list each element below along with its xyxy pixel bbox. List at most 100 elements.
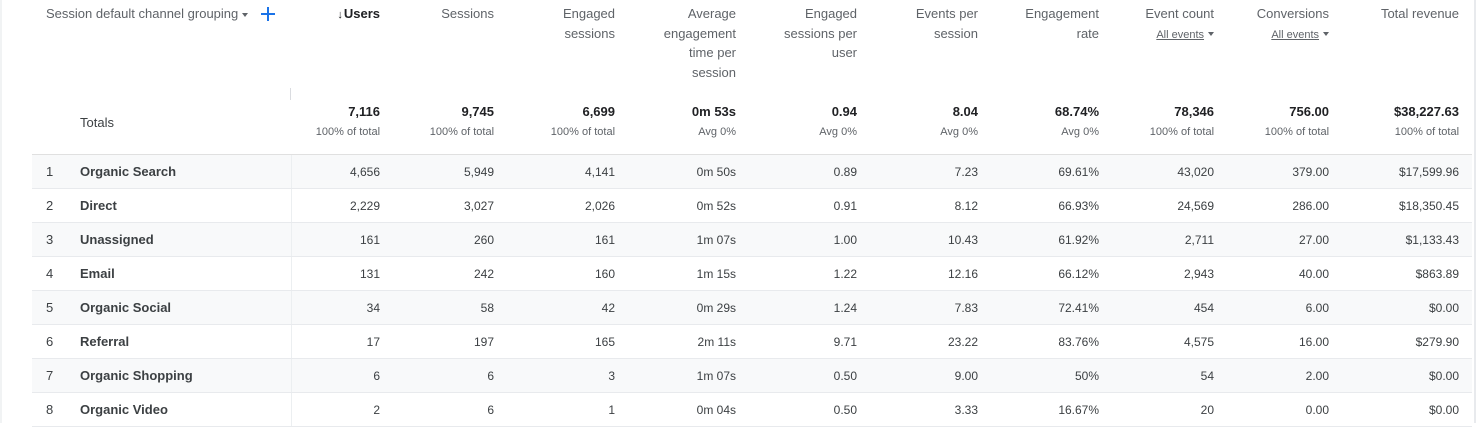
column-header-text: Events per <box>874 4 978 24</box>
metric-cell: 0.91 <box>749 188 871 223</box>
metric-cell: 43,020 <box>1112 154 1228 189</box>
metric-cell: 5,949 <box>393 154 508 189</box>
totals-cell: 8.04 Avg 0% <box>870 90 992 155</box>
table-row[interactable]: 8 Organic Video 2 6 1 0m 04s 0.50 3.33 16.67% 20 0… <box>32 392 1473 427</box>
metric-cell: 24,569 <box>1112 188 1228 223</box>
metric-filter-dropdown[interactable]: All events <box>1116 24 1215 46</box>
table-row[interactable]: 1 Organic Search 4,656 5,949 4,141 0m 50s 0.89… <box>32 154 1473 189</box>
metric-cell: 0.50 <box>749 358 871 393</box>
report-table: Session default channel grouping ↓Users S… <box>32 0 1473 427</box>
column-header-6[interactable]: Engagement rate <box>991 0 1112 90</box>
totals-value: 0.94 <box>831 104 858 119</box>
metric-cell: 0.00 <box>1227 392 1343 427</box>
column-header-line: engagement <box>663 25 737 41</box>
metric-cell: 2m 11s <box>628 324 750 359</box>
metric-cell: 161 <box>291 222 394 257</box>
row-index: 4 <box>32 256 66 291</box>
channel-name-cell[interactable]: Email <box>66 256 292 291</box>
metric-filter-label: All events <box>1271 28 1320 41</box>
metric-filter-dropdown[interactable]: All events <box>1231 24 1330 46</box>
table-row[interactable]: 5 Organic Social 34 58 42 0m 29s 1.24 7.83 72.41… <box>32 290 1473 325</box>
metric-cell: $17,599.96 <box>1342 154 1473 189</box>
totals-cell: 78,346 100% of total <box>1112 90 1228 155</box>
metric-cell: 165 <box>507 324 629 359</box>
totals-cell: 0m 53s Avg 0% <box>628 90 750 155</box>
totals-percent-of-total: 100% of total <box>1394 126 1460 138</box>
column-header-text: Engagement <box>995 4 1099 24</box>
column-header-1[interactable]: Sessions <box>393 0 507 90</box>
column-header-line: session <box>933 25 979 41</box>
table-row[interactable]: 4 Email 131 242 160 1m 15s 1.22 12.16 66.12% 2,94… <box>32 256 1473 291</box>
metric-cell: 6 <box>393 392 508 427</box>
metric-cell: 72.41% <box>991 290 1113 325</box>
channel-name-cell[interactable]: Organic Search <box>66 154 292 189</box>
plus-icon[interactable] <box>260 6 276 22</box>
metric-cell: 0m 04s <box>628 392 750 427</box>
channel-name-cell[interactable]: Referral <box>66 324 292 359</box>
metric-cell: 2.00 <box>1227 358 1343 393</box>
right-scroll-edge <box>1474 0 1476 423</box>
column-header-line: Average <box>687 6 737 21</box>
metric-cell: 16.67% <box>991 392 1113 427</box>
column-header-text: Sessions <box>397 4 494 24</box>
channel-name-cell[interactable]: Organic Social <box>66 290 292 325</box>
table-row[interactable]: 7 Organic Shopping 6 6 3 1m 07s 0.50 9.00 50% 54 2… <box>32 358 1473 393</box>
metric-cell: 1.24 <box>749 290 871 325</box>
metric-cell: 16.00 <box>1227 324 1343 359</box>
metric-cell: 0m 52s <box>628 188 750 223</box>
column-header-3[interactable]: Average engagement time per session <box>628 0 749 90</box>
metric-cell: 1m 07s <box>628 358 750 393</box>
sort-descending-icon: ↓ <box>337 9 343 21</box>
metric-cell: $863.89 <box>1342 256 1473 291</box>
totals-cell: 6,699 100% of total <box>507 90 629 155</box>
column-header-5[interactable]: Events per session <box>870 0 991 90</box>
metric-cell: 4,141 <box>507 154 629 189</box>
column-header-0[interactable]: ↓Users <box>291 0 393 90</box>
metric-cell: 242 <box>393 256 508 291</box>
metric-cell: 2,026 <box>507 188 629 223</box>
column-header-line: Events per <box>915 6 979 21</box>
column-header-text: rate <box>995 24 1099 44</box>
column-header-line: Conversions <box>1256 6 1330 21</box>
metric-cell: 2 <box>291 392 394 427</box>
column-header-text: Total revenue <box>1346 4 1459 24</box>
totals-cell: 0.94 Avg 0% <box>749 90 871 155</box>
metric-cell: 7.23 <box>870 154 992 189</box>
column-header-text: sessions <box>511 24 615 44</box>
metric-cell: 2,711 <box>1112 222 1228 257</box>
column-header-text: Event count <box>1116 4 1214 24</box>
column-header-4[interactable]: Engaged sessions per user <box>749 0 870 90</box>
column-header-text: session <box>874 24 978 44</box>
row-index: 3 <box>32 222 66 257</box>
totals-value: 68.74% <box>1054 104 1100 119</box>
totals-percent-of-total: 100% of total <box>1264 126 1330 138</box>
channel-name-cell[interactable]: Direct <box>66 188 292 223</box>
dimension-header-label: Session default channel grouping <box>46 6 239 22</box>
column-header-2[interactable]: Engaged sessions <box>507 0 628 90</box>
column-header-text: sessions per <box>753 24 857 44</box>
channel-name-cell[interactable]: Organic Video <box>66 392 292 427</box>
column-header-7[interactable]: Event count All events <box>1112 0 1227 90</box>
dimension-selector[interactable]: Session default channel grouping <box>46 4 249 24</box>
chevron-down-icon <box>1323 32 1330 37</box>
channel-name-cell[interactable]: Unassigned <box>66 222 292 257</box>
column-header-8[interactable]: Conversions All events <box>1227 0 1342 90</box>
metric-cell: $0.00 <box>1342 392 1473 427</box>
metric-cell: 161 <box>507 222 629 257</box>
table-row[interactable]: 2 Direct 2,229 3,027 2,026 0m 52s 0.91 8.12 66.9… <box>32 188 1473 223</box>
totals-value: 756.00 <box>1289 104 1330 119</box>
column-header-line: Engaged <box>562 6 616 21</box>
totals-value: $38,227.63 <box>1393 104 1460 119</box>
metric-cell: 50% <box>991 358 1113 393</box>
metric-cell: $279.90 <box>1342 324 1473 359</box>
totals-cell: 7,116 100% of total <box>291 90 394 155</box>
metric-cell: 61.92% <box>991 222 1113 257</box>
metric-cell: 260 <box>393 222 508 257</box>
channel-name-cell[interactable]: Organic Shopping <box>66 358 292 393</box>
table-row[interactable]: 6 Referral 17 197 165 2m 11s 9.71 23.22 83.76% 4,… <box>32 324 1473 359</box>
column-header-9[interactable]: Total revenue <box>1342 0 1472 90</box>
table-row[interactable]: 3 Unassigned 161 260 161 1m 07s 1.00 10.43 61.92… <box>32 222 1473 257</box>
metric-cell: $0.00 <box>1342 290 1473 325</box>
column-header-text: Average <box>632 4 736 24</box>
column-header-line: Event count <box>1145 6 1215 21</box>
